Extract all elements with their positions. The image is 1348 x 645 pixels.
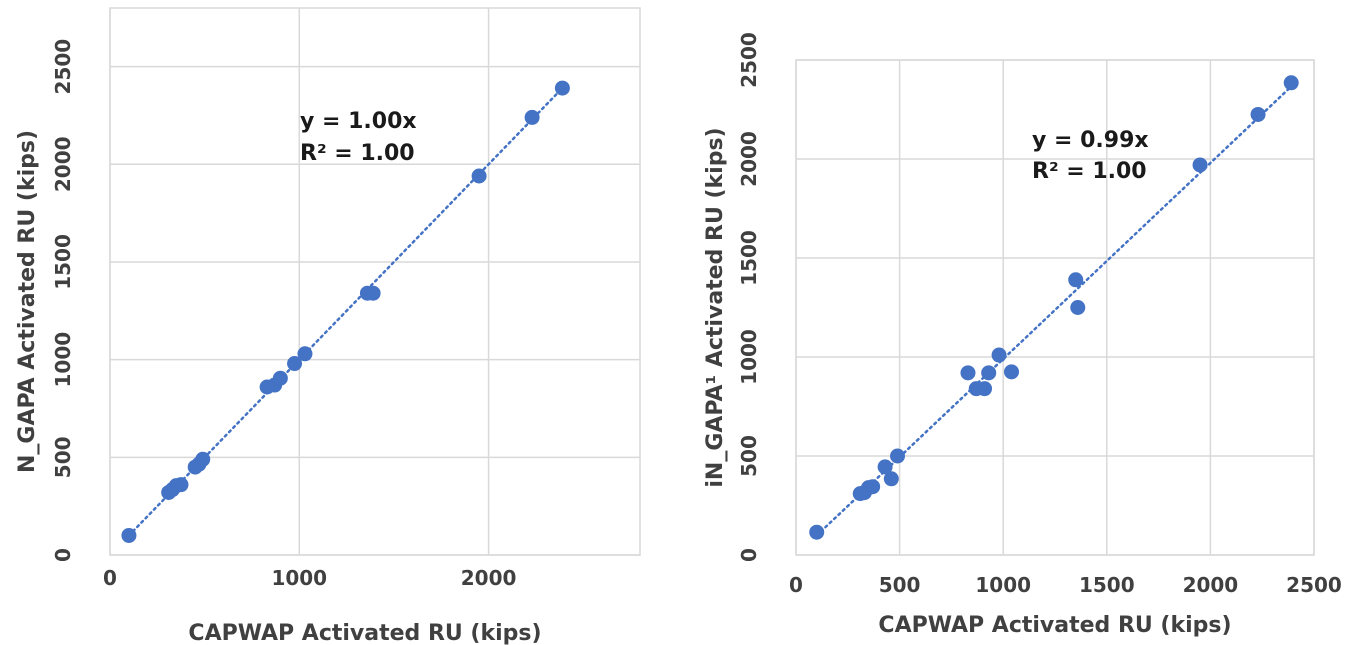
x-axis-title: CAPWAP Activated RU (kips) — [188, 621, 541, 645]
data-point — [865, 479, 881, 495]
r-squared-label: R² = 1.00 — [300, 141, 415, 166]
data-point — [877, 459, 893, 475]
x-tick-label: 0 — [103, 566, 117, 590]
data-point — [121, 527, 137, 543]
data-point — [471, 168, 487, 184]
chart-left-panel: 0 500 1000 1500 2000 2500 0 1000 2000 CAPWAP Acti… — [15, 7, 641, 645]
chart-left-svg: 0 500 1000 1500 2000 2500 0 1000 2000 CAPWAP Acti… — [15, 7, 641, 645]
data-point — [890, 448, 906, 464]
data-point — [981, 365, 997, 381]
data-point — [524, 109, 540, 125]
data-point — [272, 370, 288, 386]
x-axis-title: CAPWAP Activated RU (kips) — [878, 613, 1231, 638]
y-tick-label: 0 — [51, 548, 75, 562]
x-tick-label: 1000 — [975, 573, 1031, 597]
y-tick-label: 1500 — [51, 234, 75, 290]
data-point — [960, 365, 976, 381]
y-tick-label: 2500 — [51, 39, 75, 95]
y-tick-label: 500 — [51, 436, 75, 478]
data-points — [121, 80, 570, 543]
data-point — [991, 347, 1007, 363]
data-points — [809, 75, 1299, 540]
chart-right-svg: 0 500 1000 1500 2000 2500 0 500 1000 1500 2000 2500… — [703, 32, 1342, 638]
data-point — [554, 80, 570, 96]
data-point — [1003, 364, 1019, 380]
x-tick-label: 1000 — [271, 566, 327, 590]
r-squared-label: R² = 1.00 — [1032, 159, 1147, 184]
x-tick-label: 2000 — [1183, 573, 1239, 597]
y-tick-label: 2000 — [737, 131, 761, 187]
data-point — [1068, 272, 1084, 288]
y-tick-label: 0 — [737, 548, 761, 562]
x-tick-label: 500 — [879, 573, 921, 597]
y-axis-title: N_GAPA Activated RU (kips) — [15, 130, 40, 473]
data-point — [809, 524, 825, 540]
trendline-equation: y = 0.99x — [1032, 128, 1149, 153]
plot-area-border — [109, 7, 641, 556]
data-point — [365, 285, 381, 301]
y-tick-label: 1000 — [51, 332, 75, 388]
data-point — [1192, 157, 1208, 173]
y-tick-label: 500 — [737, 435, 761, 477]
data-point — [977, 381, 993, 397]
x-tick-label: 2000 — [461, 566, 517, 590]
y-axis-title: iN_GAPA¹ Activated RU (kips) — [703, 127, 728, 487]
data-point — [195, 451, 211, 467]
y-tick-label: 1500 — [737, 230, 761, 286]
data-point — [297, 346, 313, 362]
data-point — [1283, 75, 1299, 91]
data-point — [1070, 300, 1086, 315]
y-tick-label: 1000 — [737, 329, 761, 385]
data-point — [173, 477, 189, 493]
y-tick-label: 2000 — [51, 136, 75, 192]
y-tick-label: 2500 — [737, 32, 761, 88]
data-point — [287, 356, 303, 372]
x-tick-label: 0 — [789, 573, 803, 597]
x-tick-label: 1500 — [1079, 573, 1135, 597]
x-tick-label: 2500 — [1286, 573, 1342, 597]
plot-area-border — [795, 59, 1315, 556]
data-point — [883, 471, 899, 487]
chart-right-panel: 0 500 1000 1500 2000 2500 0 500 1000 1500 2000 2500… — [674, 0, 1348, 645]
data-point — [1250, 106, 1266, 122]
trendline-equation: y = 1.00x — [300, 109, 417, 134]
